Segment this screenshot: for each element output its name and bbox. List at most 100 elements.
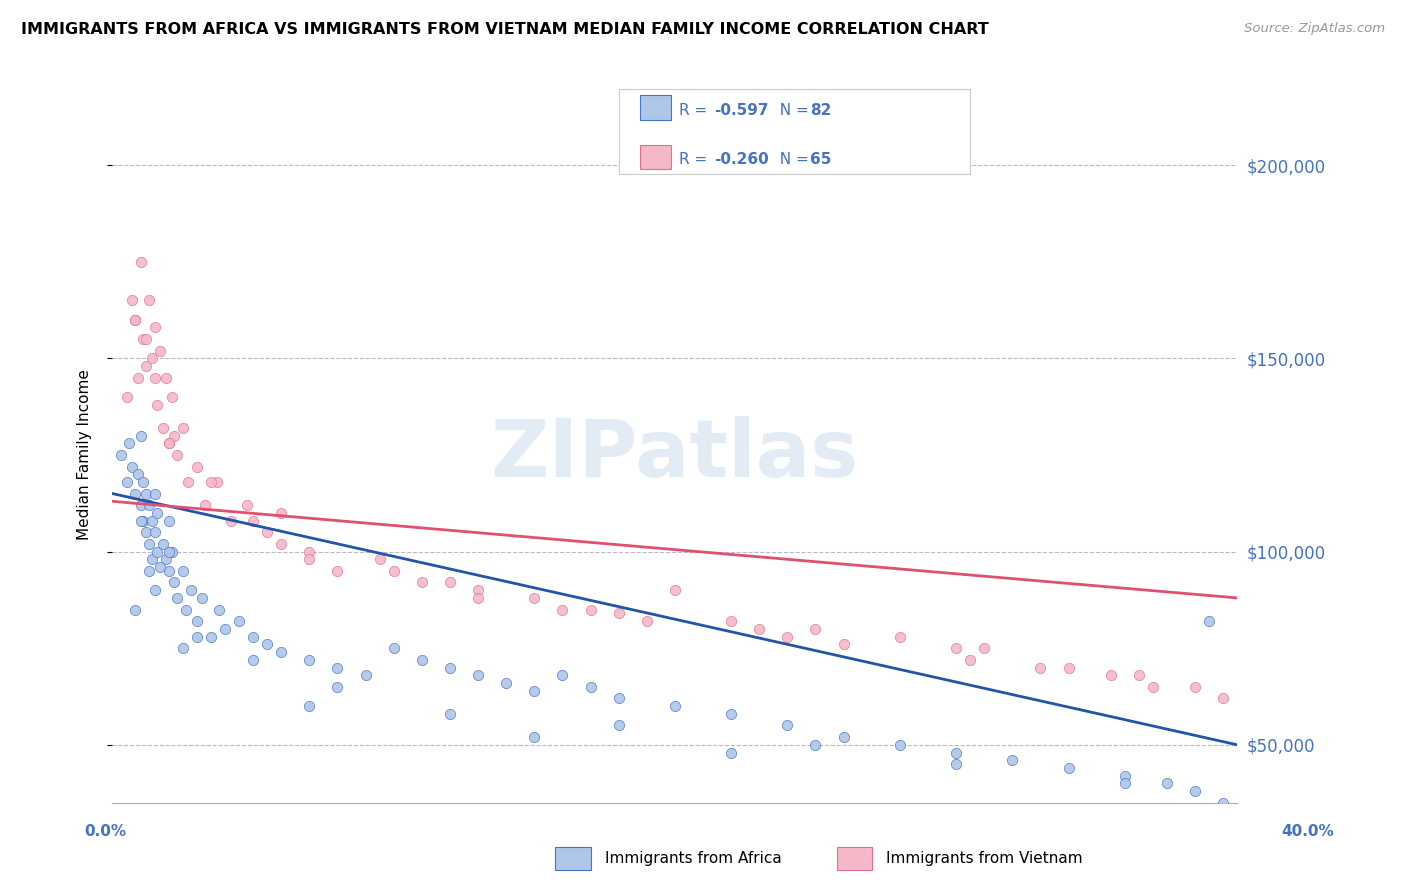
Point bbox=[1114, 769, 1136, 783]
Point bbox=[776, 630, 799, 644]
Text: R =: R = bbox=[679, 153, 713, 167]
Point bbox=[523, 683, 546, 698]
Point bbox=[720, 706, 742, 721]
Point bbox=[143, 583, 166, 598]
Point bbox=[1212, 796, 1234, 810]
Point bbox=[776, 718, 799, 732]
Point bbox=[157, 564, 180, 578]
Point bbox=[298, 552, 321, 566]
Point bbox=[115, 390, 138, 404]
Point bbox=[945, 746, 967, 760]
Point bbox=[1001, 753, 1024, 767]
Point bbox=[157, 544, 180, 558]
Point bbox=[1142, 680, 1164, 694]
Point bbox=[160, 390, 183, 404]
Point bbox=[160, 544, 183, 558]
Point bbox=[326, 680, 349, 694]
Text: Immigrants from Africa: Immigrants from Africa bbox=[605, 851, 782, 865]
Point bbox=[146, 506, 169, 520]
Point bbox=[166, 448, 188, 462]
Point bbox=[149, 343, 172, 358]
Point bbox=[720, 746, 742, 760]
Point bbox=[1114, 776, 1136, 790]
Point bbox=[143, 525, 166, 540]
Point bbox=[124, 312, 146, 326]
Point bbox=[194, 498, 217, 512]
Point bbox=[146, 544, 169, 558]
Text: 0.0%: 0.0% bbox=[84, 824, 127, 838]
Point bbox=[110, 448, 132, 462]
Point bbox=[804, 622, 827, 636]
Point bbox=[664, 583, 686, 598]
Point bbox=[163, 428, 186, 442]
Point bbox=[138, 537, 160, 551]
Text: -0.260: -0.260 bbox=[714, 153, 769, 167]
Text: 82: 82 bbox=[810, 103, 831, 118]
Point bbox=[143, 320, 166, 334]
Point bbox=[157, 436, 180, 450]
Point bbox=[129, 498, 152, 512]
Point bbox=[124, 486, 146, 500]
Point bbox=[166, 591, 188, 605]
Point bbox=[228, 614, 250, 628]
Point bbox=[155, 370, 177, 384]
Point bbox=[242, 630, 264, 644]
Point bbox=[1184, 680, 1206, 694]
Text: Source: ZipAtlas.com: Source: ZipAtlas.com bbox=[1244, 22, 1385, 36]
Point bbox=[127, 370, 149, 384]
Point bbox=[959, 653, 981, 667]
Point bbox=[607, 607, 630, 621]
Point bbox=[1128, 668, 1150, 682]
Point bbox=[143, 370, 166, 384]
Point bbox=[748, 622, 770, 636]
Point bbox=[143, 486, 166, 500]
Point bbox=[579, 680, 602, 694]
Point bbox=[439, 706, 461, 721]
Point bbox=[129, 428, 152, 442]
Point bbox=[832, 730, 855, 744]
Y-axis label: Median Family Income: Median Family Income bbox=[77, 369, 91, 541]
Point bbox=[523, 591, 546, 605]
Point bbox=[1156, 776, 1178, 790]
Point bbox=[439, 660, 461, 674]
Point bbox=[214, 622, 236, 636]
Point bbox=[551, 602, 574, 616]
Point bbox=[720, 614, 742, 628]
Point bbox=[152, 537, 174, 551]
Point bbox=[172, 564, 194, 578]
Point bbox=[121, 459, 143, 474]
Point bbox=[138, 564, 160, 578]
Point bbox=[270, 645, 292, 659]
Point bbox=[149, 560, 172, 574]
Point bbox=[495, 676, 517, 690]
Point bbox=[191, 591, 214, 605]
Point bbox=[551, 668, 574, 682]
Point bbox=[889, 630, 911, 644]
Point bbox=[523, 730, 546, 744]
Point bbox=[1099, 668, 1122, 682]
Point bbox=[132, 475, 155, 489]
Point bbox=[973, 641, 995, 656]
Point bbox=[242, 514, 264, 528]
Point bbox=[115, 475, 138, 489]
Point bbox=[186, 630, 208, 644]
Point bbox=[607, 718, 630, 732]
Point bbox=[146, 398, 169, 412]
Point bbox=[467, 583, 489, 598]
Point bbox=[326, 564, 349, 578]
Point bbox=[945, 757, 967, 772]
Point bbox=[138, 293, 160, 308]
Point bbox=[1029, 660, 1052, 674]
Point bbox=[354, 668, 377, 682]
Point bbox=[832, 637, 855, 651]
Point bbox=[172, 421, 194, 435]
Text: N =: N = bbox=[770, 103, 814, 118]
Point bbox=[889, 738, 911, 752]
Point bbox=[135, 525, 157, 540]
Point bbox=[155, 552, 177, 566]
Point bbox=[135, 332, 157, 346]
Point bbox=[664, 699, 686, 714]
Point bbox=[157, 514, 180, 528]
Point bbox=[236, 498, 259, 512]
Point bbox=[141, 514, 163, 528]
